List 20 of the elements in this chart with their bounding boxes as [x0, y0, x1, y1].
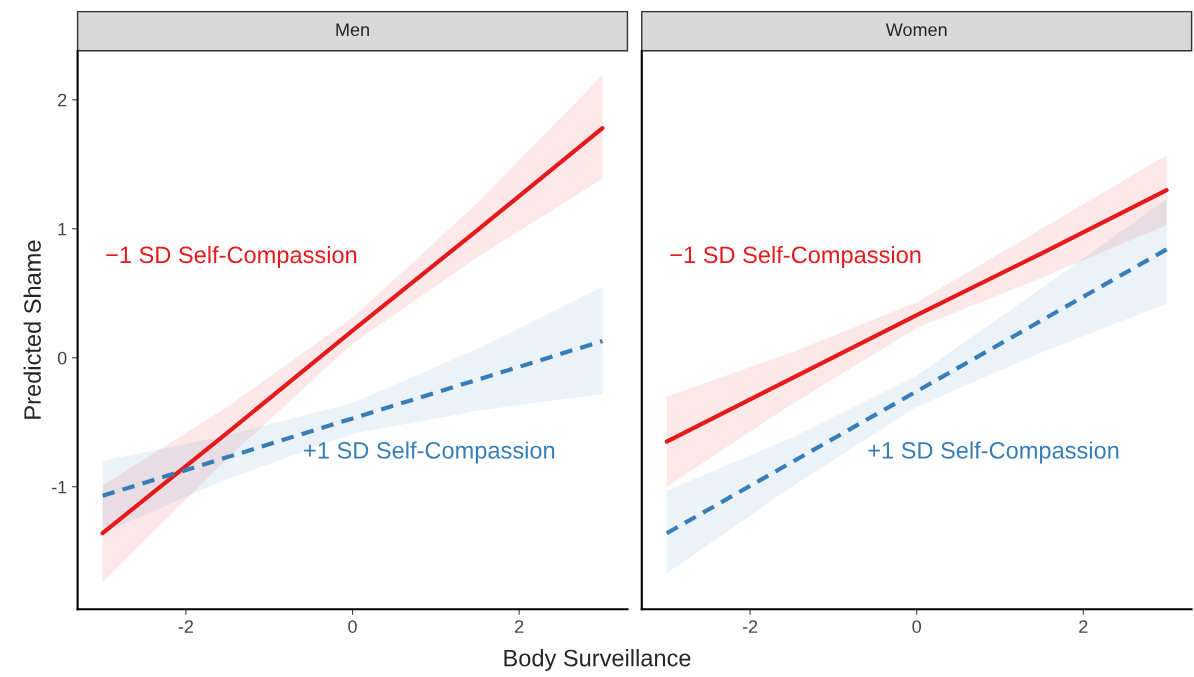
- chart-title: Men: [336, 23, 369, 37]
- y-tick-label: 0: [57, 351, 67, 365]
- line-series: [100, 338, 605, 498]
- series-label: +1 SD Self-Compassion: [304, 441, 555, 464]
- series-label: +1 SD Self-Compassion: [868, 441, 1119, 464]
- y-axis-title: Predicted Shame: [23, 240, 41, 419]
- line-series: [100, 126, 605, 536]
- y-tick-label: -1: [51, 480, 67, 494]
- series-label: −1 SD Self-Compassion: [670, 245, 921, 268]
- x-tick-label: 0: [912, 620, 922, 633]
- x-axis-title: Body Surveillance: [504, 649, 691, 672]
- chart-title: Women: [885, 23, 947, 37]
- y-tick-label: 2: [58, 93, 67, 107]
- x-tick-label: 2: [515, 620, 524, 633]
- x-tick-label: 2: [1079, 620, 1088, 633]
- x-tick-label: 0: [348, 620, 357, 633]
- y-tick-label: 1: [58, 222, 67, 236]
- x-tick-label: -2: [178, 620, 194, 633]
- x-tick-label: -2: [742, 620, 758, 633]
- series-label: −1 SD Self-Compassion: [106, 245, 357, 268]
